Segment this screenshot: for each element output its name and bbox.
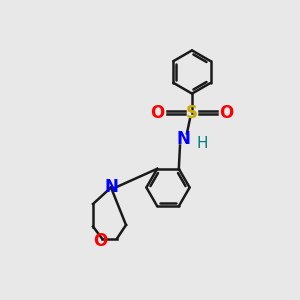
Text: O: O — [150, 103, 165, 122]
Text: N: N — [104, 178, 118, 196]
Text: O: O — [219, 103, 234, 122]
Text: H: H — [197, 136, 208, 152]
Text: O: O — [93, 232, 108, 250]
Text: S: S — [186, 103, 198, 122]
Text: N: N — [176, 130, 190, 148]
